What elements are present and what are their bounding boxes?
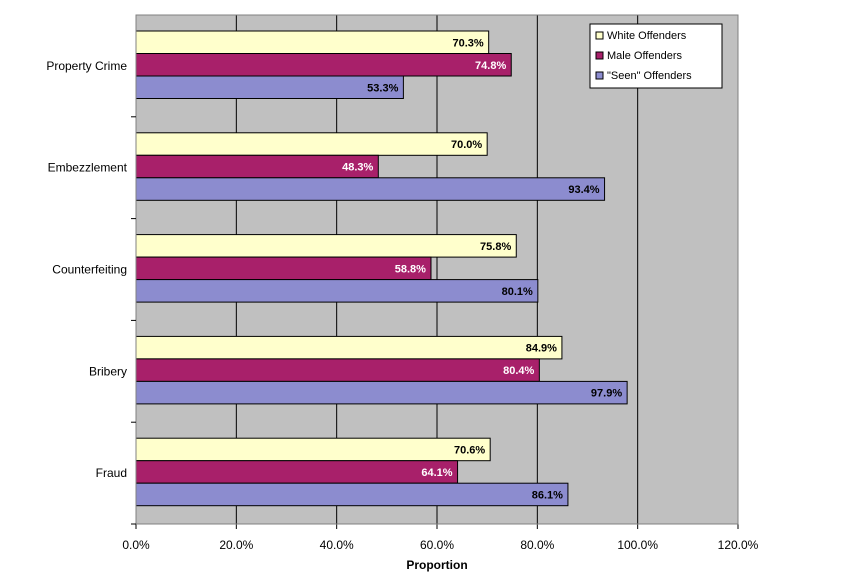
x-tick-labels: 0.0% 20.0% 40.0% 60.0% 80.0% 100.0% 120.0% xyxy=(122,538,758,552)
legend-swatch xyxy=(595,71,604,80)
data-label: 70.6% xyxy=(454,444,485,456)
data-label: 64.1% xyxy=(421,467,452,479)
bar xyxy=(135,30,490,54)
data-label: 70.3% xyxy=(452,37,483,49)
data-label: 70.0% xyxy=(451,139,482,151)
data-label: 84.9% xyxy=(526,343,557,355)
bar xyxy=(135,437,491,462)
bar xyxy=(135,358,540,382)
bar xyxy=(135,256,432,281)
bar xyxy=(135,335,563,360)
data-label: 58.8% xyxy=(395,263,426,275)
bar xyxy=(135,460,459,484)
data-label: 48.3% xyxy=(342,162,373,174)
x-tick-label: 80.0% xyxy=(520,538,554,552)
x-tick-label: 40.0% xyxy=(320,538,354,552)
category-label: Property Crime xyxy=(46,59,127,73)
category-label: Bribery xyxy=(89,364,127,378)
bar xyxy=(135,75,404,99)
legend-label: "Seen" Offenders xyxy=(607,70,692,82)
category-label: Fraud xyxy=(96,466,127,480)
data-label: 93.4% xyxy=(568,184,599,196)
axes xyxy=(131,14,739,529)
x-tick-label: 100.0% xyxy=(617,538,658,552)
x-tick-label: 0.0% xyxy=(122,538,150,552)
plot-border xyxy=(135,14,739,525)
x-tick-label: 60.0% xyxy=(420,538,454,552)
legend-box xyxy=(589,23,723,89)
data-label: 86.1% xyxy=(532,489,563,501)
x-tick-label: 20.0% xyxy=(219,538,253,552)
x-tick-label: 120.0% xyxy=(718,538,759,552)
bar xyxy=(135,279,539,303)
bar xyxy=(135,132,488,156)
data-label: 74.8% xyxy=(475,60,506,72)
bar xyxy=(135,177,606,201)
legend-swatch xyxy=(595,31,604,40)
bar xyxy=(135,482,569,507)
bar xyxy=(135,380,628,405)
legend-label: White Offenders xyxy=(607,30,687,42)
legend: White Offenders Male Offenders "Seen" Offe… xyxy=(589,23,723,89)
bars: 70.3% 74.8% 53.3% 70.0% 48.3% 93.4% 75.8% 58.8%… xyxy=(135,30,628,507)
legend-swatch xyxy=(595,51,604,60)
bar xyxy=(135,53,512,77)
x-axis-title: Proportion xyxy=(406,558,467,572)
category-label: Counterfeiting xyxy=(52,263,127,277)
legend-label: Male Offenders xyxy=(607,50,683,62)
data-label: 97.9% xyxy=(591,388,622,400)
category-labels: Property Crime Embezzlement Counterfeiting… xyxy=(46,59,127,480)
bar xyxy=(135,234,517,258)
category-label: Embezzlement xyxy=(48,161,128,175)
data-label: 53.3% xyxy=(367,82,398,94)
data-label: 80.1% xyxy=(502,286,533,298)
data-label: 80.4% xyxy=(503,365,534,377)
data-label: 75.8% xyxy=(480,241,511,253)
